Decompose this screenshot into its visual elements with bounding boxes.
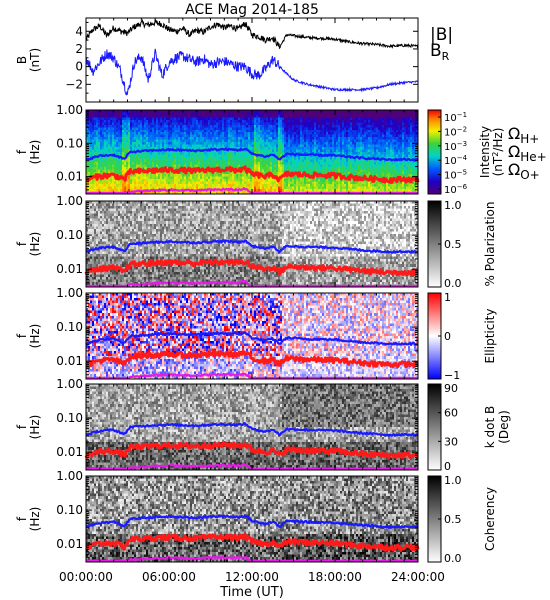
polarization-ylabel: f (Hz): [15, 232, 42, 257]
coherency-ytick-label: 0.10: [56, 503, 83, 517]
intensity-colorbar-tick-label: 10−6: [444, 183, 468, 196]
polarization-ylabel-symbol: f: [15, 241, 29, 246]
kdotb-ytick-label: 0.01: [56, 445, 83, 459]
coherency-colorbar-label: Coherency: [483, 487, 497, 551]
intensity-colorbar-tick-label: 10−1: [444, 111, 467, 124]
coherency-colorbar-tick-label: 0.5: [444, 513, 462, 526]
field-ytick-label: −2: [65, 77, 83, 91]
ellipticity-colorbar-label: Ellipticity: [483, 309, 497, 364]
polarization-colorbar: 1.0 0.5 0.0 % Polarization: [428, 199, 497, 290]
intensity-colorbar-unit: (nT2/Hz): [491, 128, 505, 177]
field-ytick-label: 4: [75, 24, 83, 38]
panel-polarization: 1.00 0.10 0.01 1.0 0.5 0.0 % Polarization: [56, 194, 497, 290]
polarization-ylabel-unit: (Hz): [28, 232, 42, 257]
x-tick-label: 00:00:00: [59, 570, 113, 584]
ellipticity-ytick-label: 0.01: [56, 354, 83, 368]
coherency-colorbar: 1.0 0.5 0.0 Coherency: [428, 474, 497, 565]
coherency-ytick-label: 1.00: [56, 469, 83, 483]
figure-title: ACE Mag 2014-185: [185, 2, 319, 18]
intensity-colorbar-tick-label: 10−4: [444, 154, 468, 167]
panel-kdotb: 1.00 0.10 0.01 90 60 30 0 k dot B (Deg): [56, 377, 511, 473]
coherency-ylabel-unit: (Hz): [28, 507, 42, 532]
ellipticity-ylabel: f (Hz): [15, 324, 42, 349]
polarization-ytick-label: 0.01: [56, 262, 83, 276]
intensity-colorbar-scale: [428, 110, 441, 194]
coherency-colorbar-tick-label: 1.0: [444, 474, 462, 487]
polarization-colorbar-label: % Polarization: [483, 202, 497, 287]
intensity-colorbar-tick-label: 10−3: [444, 140, 467, 153]
kdotb-colorbar-unit: (Deg): [497, 410, 511, 444]
kdotb-colorbar-tick-label: 30: [444, 435, 458, 448]
coherency-ytick-label: 0.01: [56, 537, 83, 551]
intensity-colorbar-tick-label: 10−5: [444, 169, 467, 182]
intensity-ytick-label: 0.01: [56, 170, 83, 184]
x-tick-label: 06:00:00: [142, 570, 196, 584]
kdotb-colorbar-scale: [428, 384, 441, 470]
coherency-colorbar-tick-label: 0.0: [444, 552, 462, 565]
coherency-ylabel-symbol: f: [15, 516, 29, 521]
kdotb-ylabel-symbol: f: [15, 424, 29, 429]
ellipticity-ylabel-symbol: f: [15, 333, 29, 338]
polarization-colorbar-tick-label: 0.0: [444, 277, 462, 290]
field-ytick-label: 0: [75, 60, 83, 74]
series-line-br: [86, 49, 418, 95]
intensity-ytick-label: 1.00: [56, 103, 83, 117]
intensity-ytick-label: 0.10: [56, 136, 83, 150]
field-ytick-label: 2: [75, 42, 83, 56]
polarization-colorbar-tick-label: 1.0: [444, 199, 462, 212]
kdotb-colorbar-tick-label: 90: [444, 382, 458, 395]
ellipticity-colorbar: 1 0 −1 Ellipticity: [428, 291, 497, 382]
ellipticity-colorbar-tick-label: −1: [444, 369, 460, 382]
panel-field: 420−2|B|BR: [65, 18, 453, 102]
ellipticity-ylabel-unit: (Hz): [28, 324, 42, 349]
x-tick-label: 18:00:00: [308, 570, 362, 584]
kdotb-colorbar-tick-label: 0: [444, 460, 451, 473]
time-axis: Time (UT) 00:00:00 06:00:00 12:00:00 18:00:…: [59, 570, 445, 600]
series-line-bmag: [86, 20, 418, 49]
field-ylabel-symbol: B: [15, 56, 29, 64]
polarization-ytick-label: 1.00: [56, 194, 83, 208]
ellipticity-ytick-label: 0.10: [56, 320, 83, 334]
field-ylabel-unit: (nT): [28, 48, 42, 72]
intensity-ylabel: f (Hz): [15, 140, 42, 165]
intensity-colorbar-tick-label: 10−2: [444, 125, 467, 138]
x-axis-label: Time (UT): [219, 585, 284, 600]
kdotb-ylabel-unit: (Hz): [28, 415, 42, 440]
intensity-colorbar-label: Intensity: [478, 126, 492, 178]
intensity-ylabel-symbol: f: [15, 149, 29, 154]
kdotb-ylabel: f (Hz): [15, 415, 42, 440]
panels: 420−2|B|BRB (nT)1.000.100.0110−110−210−31…: [15, 18, 547, 565]
panel-intensity: 1.00 0.10 0.01 10−110−2 10−310−4 10−510−6 Inte…: [56, 103, 546, 196]
x-tick-label: 12:00:00: [225, 570, 279, 584]
kdotb-colorbar: 90 60 30 0 k dot B (Deg): [428, 382, 511, 473]
x-tick-label: 24:00:00: [391, 570, 445, 584]
coherency-ylabel: f (Hz): [15, 507, 42, 532]
kdotb-colorbar-tick-label: 60: [444, 407, 458, 420]
ellipticity-colorbar-tick-label: 1: [444, 291, 451, 304]
kdotb-ytick-label: 1.00: [56, 377, 83, 391]
ellipticity-ytick-label: 1.00: [56, 286, 83, 300]
field-ylabel: B (nT): [15, 48, 42, 72]
panel-ellipticity: 1.00 0.10 0.01 1 0 −1 Ellipticity: [56, 286, 497, 382]
panel-coherency: 1.00 0.10 0.01 1.0 0.5 0.0 Coherency: [56, 469, 497, 565]
intensity-colorbar: 10−110−2 10−310−4 10−510−6 Intensity (nT2/Hz…: [428, 110, 505, 196]
kdotb-ytick-label: 0.10: [56, 411, 83, 425]
intensity-ylabel-unit: (Hz): [28, 140, 42, 165]
polarization-colorbar-tick-label: 0.5: [444, 238, 462, 251]
polarization-ytick-label: 0.10: [56, 228, 83, 242]
kdotb-colorbar-label: k dot B: [483, 406, 497, 448]
ellipticity-colorbar-tick-label: 0: [444, 330, 451, 343]
